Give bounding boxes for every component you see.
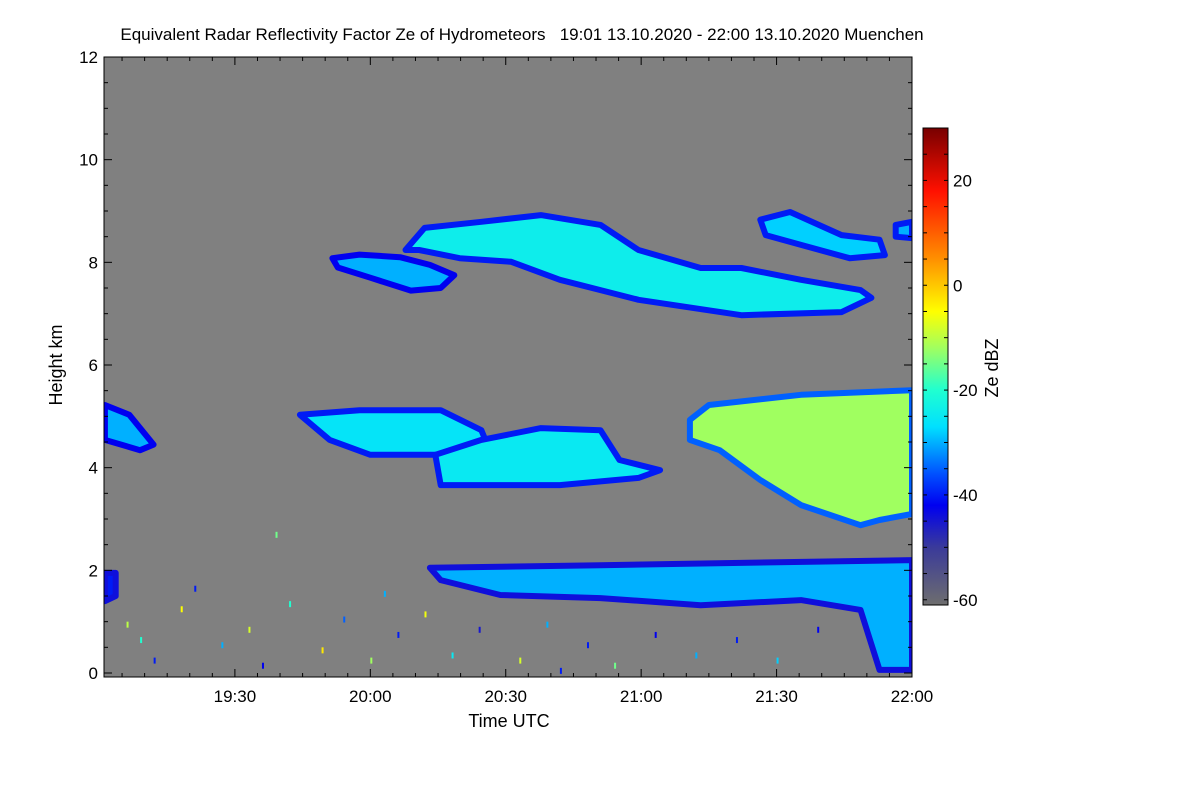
echo-region-low-layer — [426, 557, 912, 673]
y-tick-label: 2 — [89, 561, 98, 580]
y-tick-label: 12 — [79, 48, 98, 67]
echo-region-mid-cloud-left-edge — [104, 402, 157, 454]
echo-speckle — [424, 611, 427, 618]
echo-region-upper-cloud-edge — [892, 218, 912, 242]
echo-speckle — [194, 585, 197, 592]
axes: 19:30 20:00 20:30 21:00 21:30 22:00 0 2 4 6 8 10 12 — [79, 48, 933, 706]
echo-speckle — [586, 642, 589, 649]
echo-speckle — [695, 652, 698, 659]
echo-speckle — [519, 657, 522, 664]
echo-speckle — [383, 590, 386, 597]
echo-speckle — [614, 662, 617, 669]
x-tick-label: 22:00 — [891, 687, 934, 706]
y-tick-label: 8 — [89, 253, 98, 272]
echo-speckle — [140, 637, 143, 644]
echo-speckle — [221, 642, 224, 649]
echo-speckle — [126, 621, 129, 628]
echo-layer — [104, 209, 912, 674]
echo-speckle — [478, 626, 481, 633]
echo-region-low-patch-left — [104, 569, 119, 605]
x-tick-label: 21:00 — [620, 687, 663, 706]
echo-speckle — [451, 652, 454, 659]
echo-speckle — [289, 601, 292, 608]
echo-speckle — [654, 631, 657, 638]
echo-region-mid-cloud-2 — [432, 425, 664, 489]
y-tick-label: 0 — [89, 664, 98, 683]
echo-speckle — [397, 631, 400, 638]
colorbar-tick-label: -40 — [953, 486, 978, 505]
echo-speckle — [321, 647, 324, 654]
echo-speckle — [776, 657, 779, 664]
x-tick-label: 20:30 — [484, 687, 527, 706]
colorbar-tick-label: -20 — [953, 381, 978, 400]
colorbar-label: Ze dBZ — [982, 338, 1002, 397]
y-tick-label: 4 — [89, 459, 98, 478]
echo-speckle — [559, 667, 562, 674]
y-tick-label: 6 — [89, 356, 98, 375]
echo-speckle — [180, 606, 183, 613]
echo-region-upper-cloud-west — [329, 251, 458, 294]
colorbar-tick-label: 0 — [953, 276, 962, 295]
colorbar-tick-label: -60 — [953, 591, 978, 610]
echo-speckle — [546, 621, 549, 628]
echo-speckle — [735, 637, 738, 644]
colorbar — [922, 127, 949, 606]
echo-speckle — [248, 626, 251, 633]
colorbar-tick-label: 20 — [953, 171, 972, 190]
y-tick-label: 10 — [79, 151, 98, 170]
echo-speckle — [261, 662, 264, 669]
echo-speckle — [275, 531, 278, 538]
echo-speckle — [370, 657, 373, 664]
x-tick-label: 19:30 — [214, 687, 257, 706]
x-tick-label: 20:00 — [349, 687, 392, 706]
chart-title: Equivalent Radar Reflectivity Factor Ze … — [120, 25, 923, 44]
y-axis-label: Height km — [46, 324, 66, 405]
echo-region-upper-cloud-east — [757, 209, 888, 262]
plot-frame — [103, 56, 913, 678]
echo-speckle — [343, 616, 346, 623]
echo-region-upper-cloud-main — [402, 212, 875, 319]
echo-speckle — [153, 657, 156, 664]
colorbar-axis: 20 0 -20 -40 -60 — [923, 127, 978, 610]
echo-region-mid-cloud-east — [686, 387, 912, 529]
x-tick-label: 21:30 — [755, 687, 798, 706]
echo-speckle — [817, 626, 820, 633]
x-axis-label: Time UTC — [468, 711, 549, 731]
